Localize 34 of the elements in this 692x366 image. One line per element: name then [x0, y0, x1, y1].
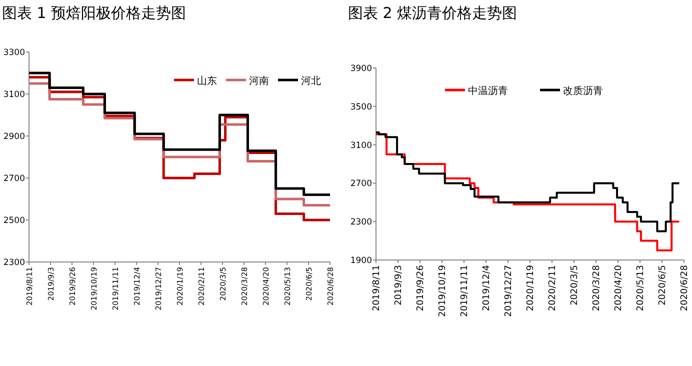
legend-label: 山东	[197, 75, 217, 87]
y-tick-label: 2700	[3, 174, 25, 184]
y-tick-label: 3500	[350, 102, 372, 112]
chart-title: 图表 2 煤沥青价格走势图	[348, 4, 518, 22]
y-tick-label: 3300	[3, 48, 25, 58]
legend-label: 河北	[301, 75, 321, 87]
y-tick-label: 3900	[350, 64, 372, 74]
x-tick-label: 2019/8/11	[372, 265, 382, 312]
x-tick-label: 2019/9/3	[394, 265, 404, 306]
x-tick-label: 2020/3/28	[592, 264, 602, 312]
x-tick-label: 2019/12/4	[482, 264, 492, 312]
y-tick-label: 2700	[350, 179, 372, 190]
x-tick-label: 2019/12/27	[504, 265, 514, 317]
y-tick-label: 1900	[350, 256, 372, 266]
legend-label: 河南	[249, 75, 269, 87]
y-tick-label: 2500	[3, 216, 25, 226]
y-tick-label: 3100	[3, 90, 25, 100]
x-tick-label: 2020/6/28	[680, 264, 690, 312]
legend-label: 中温沥青	[468, 85, 508, 97]
x-tick-label: 2019/11/11	[460, 265, 470, 317]
x-tick-label: 2020/2/11	[548, 265, 558, 312]
y-tick-label: 2300	[3, 258, 25, 268]
x-tick-label: 2020/1/19	[526, 264, 536, 312]
x-tick-label: 2019/10/19	[438, 264, 448, 317]
x-tick-label: 2019/9/26	[416, 264, 426, 312]
y-tick-label: 2900	[3, 132, 25, 142]
chart-title: 图表 1 预焙阳极价格走势图	[2, 4, 186, 22]
legend-label: 改质沥青	[563, 85, 603, 97]
x-tick-label: 2020/3/5	[570, 265, 580, 306]
x-tick-label: 2020/6/5	[658, 265, 668, 306]
x-tick-label: 2020/5/13	[636, 265, 646, 312]
y-tick-label: 2300	[350, 218, 372, 228]
x-tick-label: 2020/4/20	[614, 264, 624, 312]
y-tick-label: 3100	[350, 140, 372, 151]
